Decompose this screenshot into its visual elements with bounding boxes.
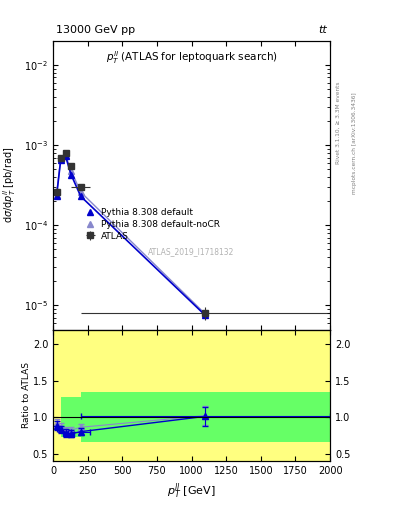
Pythia 8.308 default-noCR — [203, 311, 208, 317]
Line: Pythia 8.308 default: Pythia 8.308 default — [53, 153, 209, 319]
Line: Pythia 8.308 default-noCR: Pythia 8.308 default-noCR — [54, 153, 208, 317]
Pythia 8.308 default — [58, 157, 63, 163]
Text: mcplots.cern.ch [arXiv:1306.3436]: mcplots.cern.ch [arXiv:1306.3436] — [352, 93, 357, 194]
Pythia 8.308 default — [69, 172, 73, 178]
Pythia 8.308 default — [54, 194, 59, 200]
Pythia 8.308 default-noCR — [69, 168, 73, 174]
Pythia 8.308 default — [203, 312, 208, 318]
Text: Rivet 3.1.10, ≥ 3.3M events: Rivet 3.1.10, ≥ 3.3M events — [336, 81, 341, 164]
Pythia 8.308 default-noCR — [79, 189, 83, 195]
Pythia 8.308 default — [63, 153, 68, 159]
Y-axis label: Ratio to ATLAS: Ratio to ATLAS — [22, 362, 31, 428]
Pythia 8.308 default-noCR — [54, 192, 59, 198]
X-axis label: $p_T^{ll}$ [GeV]: $p_T^{ll}$ [GeV] — [167, 481, 216, 501]
Pythia 8.308 default-noCR — [58, 156, 63, 162]
Bar — [53, 330, 330, 461]
Text: ATLAS_2019_I1718132: ATLAS_2019_I1718132 — [149, 247, 235, 256]
Y-axis label: d$\sigma$/d$p_T^{ll}$ [pb/rad]: d$\sigma$/d$p_T^{ll}$ [pb/rad] — [2, 147, 18, 223]
Text: 13000 GeV pp: 13000 GeV pp — [56, 25, 135, 35]
Bar — [61, 397, 81, 437]
Legend: Pythia 8.308 default, Pythia 8.308 default-noCR, ATLAS: Pythia 8.308 default, Pythia 8.308 defau… — [80, 205, 224, 244]
Bar — [81, 392, 330, 442]
Text: $p_T^{ll}$ (ATLAS for leptoquark search): $p_T^{ll}$ (ATLAS for leptoquark search) — [106, 50, 277, 67]
Pythia 8.308 default-noCR — [63, 152, 68, 158]
Text: tt: tt — [319, 25, 327, 35]
Pythia 8.308 default — [79, 194, 83, 200]
